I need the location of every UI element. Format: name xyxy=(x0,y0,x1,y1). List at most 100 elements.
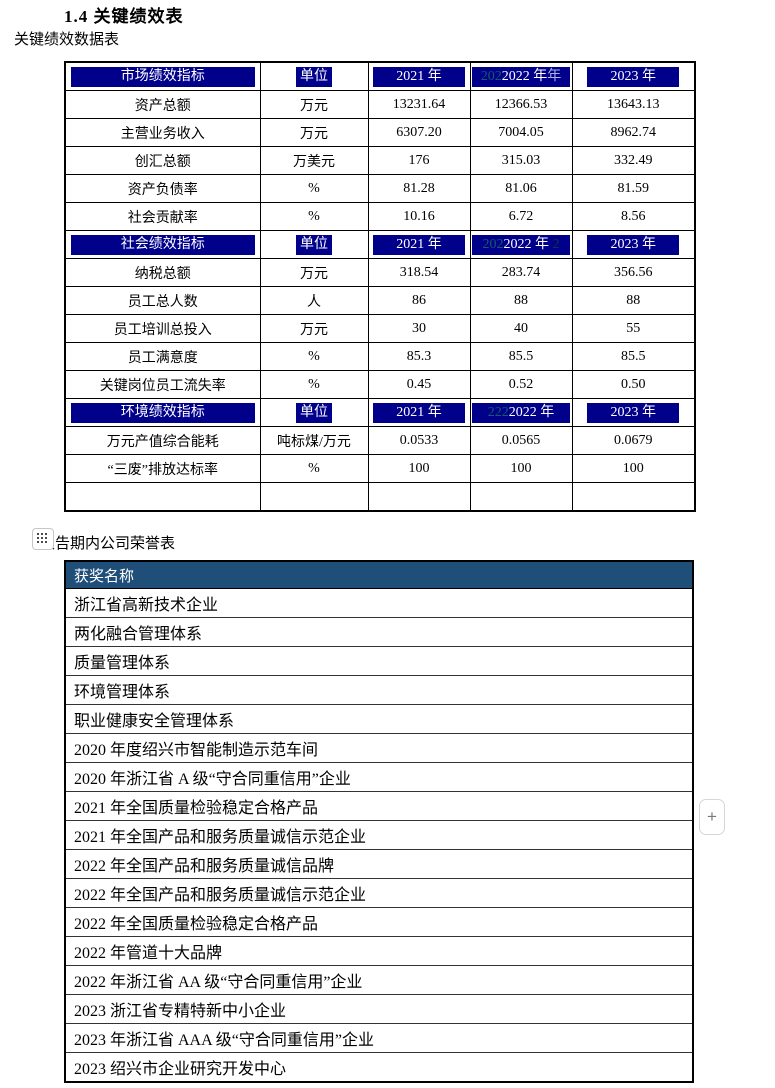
kpi-value-cell[interactable]: 88 xyxy=(469,286,573,315)
kpi-value-cell[interactable]: 0.0679 xyxy=(571,426,696,455)
kpi-unit-cell[interactable]: 人 xyxy=(259,286,369,315)
honor-header-cell[interactable]: 获奖名称 xyxy=(64,560,694,589)
kpi-value-cell[interactable]: 8.56 xyxy=(571,202,696,231)
kpi-unit-cell[interactable]: 吨标煤/万元 xyxy=(259,426,369,455)
kpi-value-cell[interactable]: 176 xyxy=(367,146,471,175)
kpi-indicator-cell[interactable]: 关键岗位员工流失率 xyxy=(64,370,261,399)
kpi-indicator-cell[interactable]: 纳税总额 xyxy=(64,258,261,287)
kpi-year-header-cell[interactable]: 2023 年 xyxy=(571,61,696,91)
kpi-unit-cell[interactable]: 万元 xyxy=(259,118,369,147)
kpi-unit-header-cell[interactable]: 单位 xyxy=(259,230,369,259)
kpi-value-cell[interactable]: 40 xyxy=(469,314,573,343)
kpi-value-cell[interactable]: 85.5 xyxy=(469,342,573,371)
honor-award-cell[interactable]: 2022 年浙江省 AA 级“守合同重信用”企业 xyxy=(64,965,694,995)
kpi-value-cell[interactable]: 88 xyxy=(571,286,696,315)
honor-award-cell[interactable]: 2023 年浙江省 AAA 级“守合同重信用”企业 xyxy=(64,1023,694,1053)
kpi-value-cell[interactable]: 12366.53 xyxy=(469,90,573,119)
kpi-value-cell[interactable]: 30 xyxy=(367,314,471,343)
kpi-value-cell[interactable]: 10.16 xyxy=(367,202,471,231)
kpi-unit-cell[interactable]: % xyxy=(259,202,369,231)
kpi-year-header-cell[interactable]: 2021 年 xyxy=(367,61,471,91)
section-title[interactable]: 1.4 关键绩效表 xyxy=(64,7,184,26)
kpi-year-header-cell[interactable]: 2023 年 xyxy=(571,230,696,259)
kpi-value-cell[interactable]: 13643.13 xyxy=(571,90,696,119)
honor-award-cell[interactable]: 两化融合管理体系 xyxy=(64,617,694,647)
kpi-value-cell[interactable]: 100 xyxy=(571,454,696,483)
kpi-value-cell[interactable]: 85.5 xyxy=(571,342,696,371)
kpi-value-cell[interactable]: 0.45 xyxy=(367,370,471,399)
kpi-value-cell[interactable]: 55 xyxy=(571,314,696,343)
kpi-indicator-cell[interactable]: 员工满意度 xyxy=(64,342,261,371)
kpi-value-cell[interactable]: 0.52 xyxy=(469,370,573,399)
table-move-handle-icon[interactable] xyxy=(32,528,54,550)
kpi-indicator-cell[interactable]: 员工总人数 xyxy=(64,286,261,315)
honor-award-cell[interactable]: 2023 浙江省专精特新中小企业 xyxy=(64,994,694,1024)
kpi-value-cell[interactable]: 283.74 xyxy=(469,258,573,287)
honor-award-cell[interactable]: 2022 年全国产品和服务质量诚信品牌 xyxy=(64,849,694,879)
kpi-value-cell[interactable]: 356.56 xyxy=(571,258,696,287)
honor-award-cell[interactable]: 2021 年全国产品和服务质量诚信示范企业 xyxy=(64,820,694,850)
kpi-section-title-cell[interactable]: 环境绩效指标 xyxy=(64,398,261,427)
honor-award-cell[interactable]: 环境管理体系 xyxy=(64,675,694,705)
kpi-unit-cell[interactable]: 万美元 xyxy=(259,146,369,175)
kpi-indicator-cell[interactable]: 创汇总额 xyxy=(64,146,261,175)
kpi-empty-cell[interactable] xyxy=(469,482,573,512)
kpi-indicator-cell[interactable]: 员工培训总投入 xyxy=(64,314,261,343)
kpi-indicator-cell[interactable]: 资产总额 xyxy=(64,90,261,119)
kpi-value-cell[interactable]: 85.3 xyxy=(367,342,471,371)
kpi-section-title-cell[interactable]: 市场绩效指标 xyxy=(64,61,261,91)
kpi-value-cell[interactable]: 100 xyxy=(367,454,471,483)
kpi-unit-cell[interactable]: 万元 xyxy=(259,314,369,343)
honor-award-cell[interactable]: 2023 绍兴市企业研究开发中心 xyxy=(64,1052,694,1083)
honor-award-cell[interactable]: 2022 年全国产品和服务质量诚信示范企业 xyxy=(64,878,694,908)
kpi-indicator-cell[interactable]: 万元产值综合能耗 xyxy=(64,426,261,455)
honor-award-cell[interactable]: 2021 年全国质量检验稳定合格产品 xyxy=(64,791,694,821)
kpi-unit-cell[interactable]: 万元 xyxy=(259,90,369,119)
kpi-value-cell[interactable]: 81.28 xyxy=(367,174,471,203)
kpi-empty-cell[interactable] xyxy=(367,482,471,512)
kpi-unit-header-cell[interactable]: 单位 xyxy=(259,61,369,91)
kpi-value-cell[interactable]: 86 xyxy=(367,286,471,315)
kpi-section-title-cell[interactable]: 社会绩效指标 xyxy=(64,230,261,259)
kpi-unit-cell[interactable]: % xyxy=(259,174,369,203)
kpi-unit-cell[interactable]: % xyxy=(259,454,369,483)
honor-award-cell[interactable]: 2022 年管道十大品牌 xyxy=(64,936,694,966)
kpi-year-header-cell[interactable]: 2021 年 xyxy=(367,230,471,259)
kpi-value-cell[interactable]: 6307.20 xyxy=(367,118,471,147)
kpi-unit-cell[interactable]: % xyxy=(259,342,369,371)
kpi-value-cell[interactable]: 81.06 xyxy=(469,174,573,203)
honor-award-cell[interactable]: 浙江省高新技术企业 xyxy=(64,588,694,618)
kpi-value-cell[interactable]: 332.49 xyxy=(571,146,696,175)
honor-table-caption[interactable]: 报告期内公司荣誉表 xyxy=(40,536,176,552)
kpi-indicator-cell[interactable]: “三废”排放达标率 xyxy=(64,454,261,483)
kpi-value-cell[interactable]: 0.50 xyxy=(571,370,696,399)
kpi-indicator-cell[interactable]: 资产负债率 xyxy=(64,174,261,203)
kpi-value-cell[interactable]: 7004.05 xyxy=(469,118,573,147)
honor-award-cell[interactable]: 2022 年全国质量检验稳定合格产品 xyxy=(64,907,694,937)
honor-award-cell[interactable]: 2020 年度绍兴市智能制造示范车间 xyxy=(64,733,694,763)
kpi-value-cell[interactable]: 318.54 xyxy=(367,258,471,287)
kpi-value-cell[interactable]: 315.03 xyxy=(469,146,573,175)
honor-award-cell[interactable]: 2020 年浙江省 A 级“守合同重信用”企业 xyxy=(64,762,694,792)
kpi-empty-cell[interactable] xyxy=(64,482,261,512)
kpi-indicator-cell[interactable]: 社会贡献率 xyxy=(64,202,261,231)
kpi-value-cell[interactable]: 100 xyxy=(469,454,573,483)
kpi-table-caption[interactable]: 关键绩效数据表 xyxy=(14,32,120,48)
kpi-unit-cell[interactable]: 万元 xyxy=(259,258,369,287)
kpi-year-header-cell[interactable]: 2222022 年 xyxy=(469,398,573,427)
kpi-value-cell[interactable]: 0.0565 xyxy=(469,426,573,455)
kpi-unit-header-cell[interactable]: 单位 xyxy=(259,398,369,427)
add-content-button[interactable]: + xyxy=(699,799,725,835)
kpi-year-header-cell[interactable]: 2023 年 xyxy=(571,398,696,427)
kpi-indicator-cell[interactable]: 主营业务收入 xyxy=(64,118,261,147)
kpi-value-cell[interactable]: 13231.64 xyxy=(367,90,471,119)
kpi-year-header-cell[interactable]: 2022022 年年 xyxy=(469,61,573,91)
honor-award-cell[interactable]: 质量管理体系 xyxy=(64,646,694,676)
kpi-value-cell[interactable]: 0.0533 xyxy=(367,426,471,455)
kpi-value-cell[interactable]: 8962.74 xyxy=(571,118,696,147)
kpi-value-cell[interactable]: 81.59 xyxy=(571,174,696,203)
kpi-empty-cell[interactable] xyxy=(259,482,369,512)
kpi-empty-cell[interactable] xyxy=(571,482,696,512)
kpi-year-header-cell[interactable]: 2022022 年 2 xyxy=(469,230,573,259)
honor-award-cell[interactable]: 职业健康安全管理体系 xyxy=(64,704,694,734)
